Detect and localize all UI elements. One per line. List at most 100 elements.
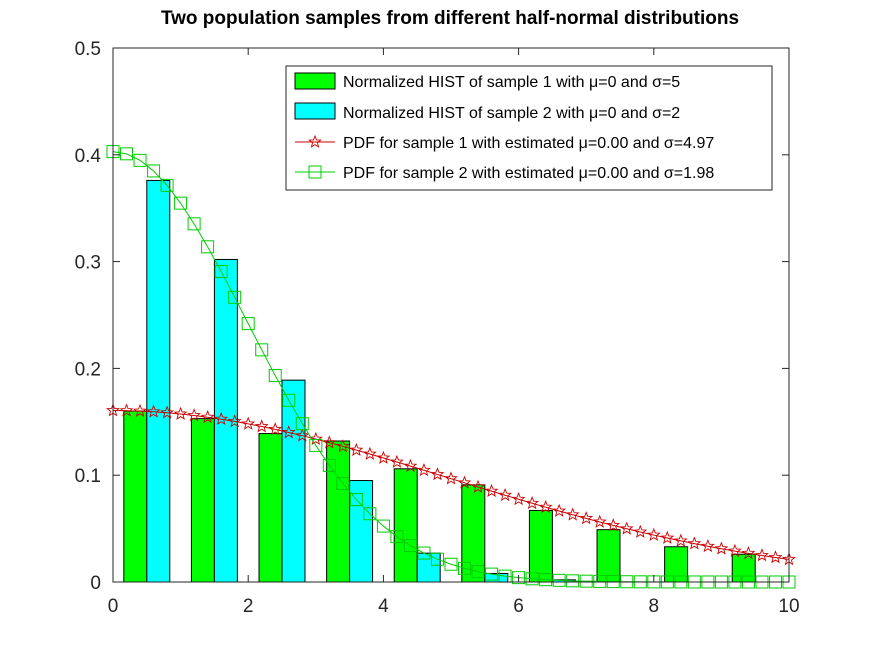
pdf1-point-49 bbox=[768, 550, 783, 564]
pdf1-point-26 bbox=[457, 475, 472, 489]
pdf1-point-31 bbox=[525, 496, 540, 510]
legend-entry-pdf2: PDF for sample 2 with estimated μ=0.00 a… bbox=[343, 165, 714, 182]
pdf2-point-16 bbox=[322, 458, 336, 472]
pdf1-point-1 bbox=[119, 403, 134, 417]
bar-sample1-bin-8 bbox=[664, 546, 689, 583]
y-tick-label-5: 0.5 bbox=[75, 39, 101, 60]
bar-sample1-bin-3 bbox=[326, 440, 351, 583]
pdf1-point-14 bbox=[295, 428, 310, 442]
bar-sample2-bin-0 bbox=[146, 179, 171, 583]
legend-star-shape bbox=[308, 134, 322, 148]
legend-entry-hist2: Normalized HIST of sample 2 with μ=0 and… bbox=[343, 105, 680, 122]
plot-frame bbox=[112, 47, 790, 583]
legend-square-marker bbox=[308, 165, 322, 179]
pdf1-point-43 bbox=[687, 536, 702, 550]
pdf2-point-23 bbox=[417, 546, 431, 560]
pdf1-point-35 bbox=[579, 511, 594, 525]
pdf2-point-21 bbox=[390, 530, 404, 544]
pdf1-point-15 bbox=[308, 431, 323, 445]
pdf1-point-33 bbox=[552, 503, 567, 517]
pdf2-point-19 bbox=[363, 507, 377, 521]
x-tick-label-0: 0 bbox=[108, 596, 119, 617]
pdf1-point-28 bbox=[484, 483, 499, 497]
pdf2-point-35 bbox=[579, 574, 593, 588]
pdf2-point-10 bbox=[241, 317, 255, 331]
pdf2-point-4 bbox=[160, 178, 174, 192]
bar-sample1-bin-5 bbox=[461, 484, 486, 583]
y-tick-label-0: 0 bbox=[90, 573, 101, 594]
pdf2-point-22 bbox=[403, 539, 417, 553]
pdf1-point-16 bbox=[322, 435, 337, 449]
pdf2-point-30 bbox=[512, 571, 526, 585]
bar-sample2-bin-1 bbox=[213, 258, 238, 583]
pdf2-point-11 bbox=[255, 343, 269, 357]
pdf1-point-13 bbox=[281, 425, 296, 439]
x-tick-label-2: 4 bbox=[378, 596, 389, 617]
pdf1-point-39 bbox=[633, 524, 648, 538]
legend-star-marker bbox=[308, 134, 322, 148]
bar-sample1-bin-7 bbox=[596, 529, 621, 583]
bar-sample2-bin-2 bbox=[281, 379, 306, 583]
pdf2-point-26 bbox=[458, 561, 472, 575]
pdf2-point-32 bbox=[539, 573, 553, 587]
pdf2-point-28 bbox=[485, 567, 499, 581]
pdf1-point-12 bbox=[268, 422, 283, 436]
pdf2-point-6 bbox=[187, 217, 201, 231]
pdf2-point-1 bbox=[120, 147, 134, 161]
y-tick-label-1: 0.1 bbox=[75, 466, 101, 487]
pdf2-point-12 bbox=[268, 369, 282, 383]
pdf2-point-14 bbox=[295, 417, 309, 431]
pdf1-point-30 bbox=[511, 492, 526, 506]
bar-sample2-bin-4 bbox=[416, 552, 441, 583]
pdf1-point-10 bbox=[241, 416, 256, 430]
pdf1-point-22 bbox=[403, 458, 418, 472]
y-tick-label-2: 0.2 bbox=[75, 359, 101, 380]
pdf2-point-27 bbox=[471, 565, 485, 579]
pdf1-point-48 bbox=[755, 548, 769, 562]
pdf1-point-9 bbox=[227, 414, 242, 428]
pdf1-point-19 bbox=[362, 446, 377, 460]
pdf1-point-42 bbox=[673, 533, 688, 547]
pdf2-point-15 bbox=[309, 438, 323, 452]
pdf1-point-29 bbox=[498, 487, 512, 502]
legend: Normalized HIST of sample 1 with μ=0 and… bbox=[285, 65, 773, 191]
pdf1-point-32 bbox=[538, 499, 553, 514]
pdf1-point-2 bbox=[133, 403, 147, 417]
pdf1-point-36 bbox=[592, 514, 607, 528]
pdf2-point-25 bbox=[444, 557, 458, 571]
pdf1-point-24 bbox=[430, 467, 445, 481]
x-tick-label-5: 10 bbox=[778, 596, 799, 617]
pdf2-point-20 bbox=[376, 519, 390, 533]
pdf2-point-31 bbox=[525, 572, 539, 586]
legend-entry-hist1: Normalized HIST of sample 1 with μ=0 and… bbox=[343, 74, 680, 91]
x-tick-label-4: 8 bbox=[649, 596, 660, 617]
y-tick-label-3: 0.3 bbox=[75, 253, 101, 274]
ticks-group bbox=[112, 47, 790, 583]
pdf2-point-33 bbox=[552, 573, 566, 587]
pdf1-point-38 bbox=[619, 521, 634, 535]
pdf2-point-3 bbox=[147, 164, 161, 178]
pdf1-point-18 bbox=[349, 442, 364, 456]
pdf1-point-3 bbox=[146, 404, 161, 418]
pdf1-point-5 bbox=[173, 406, 188, 420]
x-tick-label-1: 2 bbox=[243, 596, 254, 617]
chart-title: Two population samples from different ha… bbox=[161, 8, 739, 29]
bar-sample1-bin-0 bbox=[123, 410, 148, 583]
pdf1-point-25 bbox=[444, 471, 458, 485]
bars-group bbox=[123, 179, 756, 583]
pdf1-point-40 bbox=[646, 527, 661, 541]
pdf1-point-47 bbox=[741, 546, 756, 560]
pdf1-point-17 bbox=[335, 439, 350, 453]
pdf1-point-6 bbox=[187, 408, 202, 422]
pdf2-point-7 bbox=[201, 240, 215, 254]
bar-sample1-bin-6 bbox=[528, 509, 553, 583]
pdf2-point-34 bbox=[566, 574, 580, 588]
pdf1-point-4 bbox=[160, 405, 174, 419]
legend-swatch-hist1 bbox=[294, 72, 336, 90]
legend-box bbox=[285, 65, 773, 191]
pdf2-point-2 bbox=[133, 153, 147, 167]
pdf2-point-18 bbox=[349, 493, 363, 507]
pdf2-point-5 bbox=[174, 196, 188, 210]
pdf1-point-8 bbox=[214, 411, 229, 426]
